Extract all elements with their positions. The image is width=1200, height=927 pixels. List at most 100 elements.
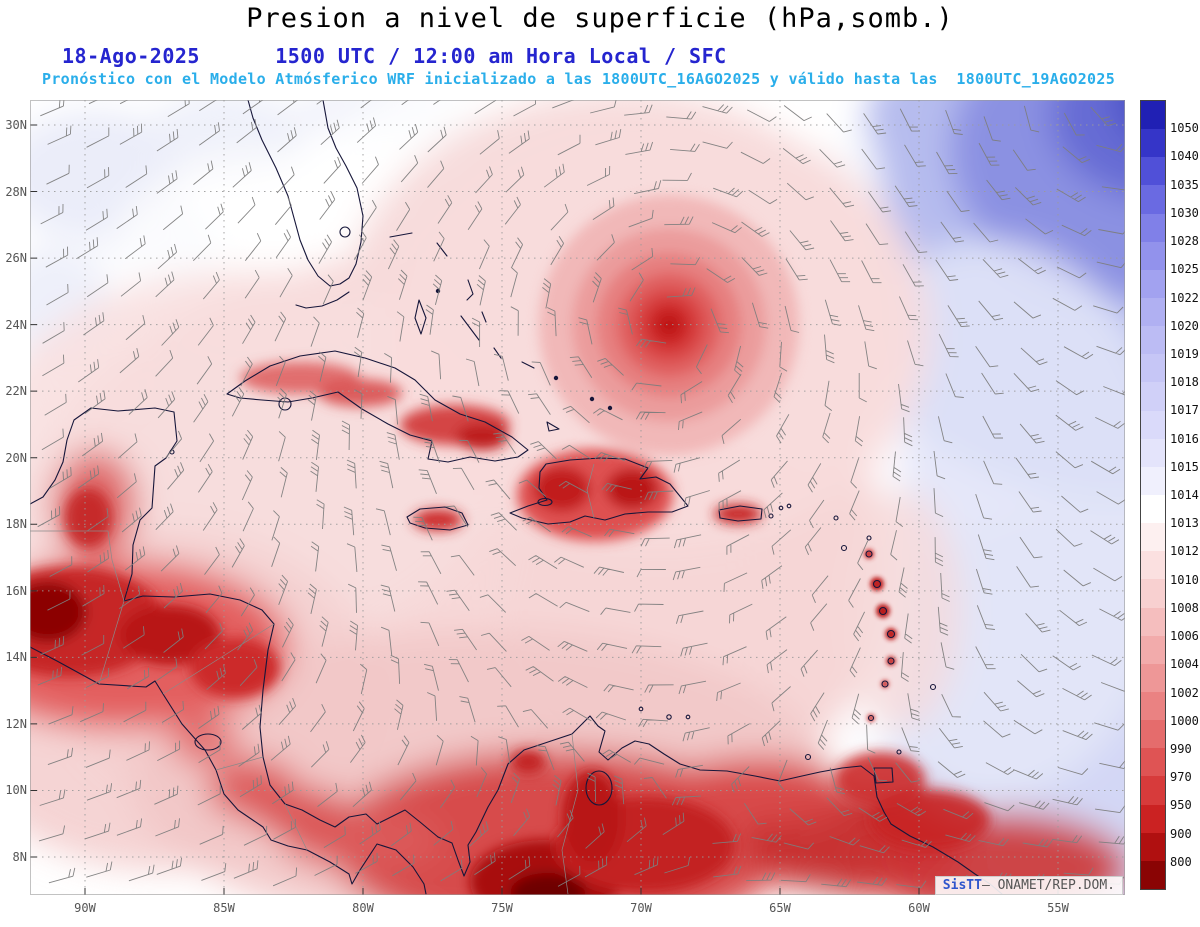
lat-tick-label: 26N	[5, 251, 27, 266]
colorbar-segment	[1141, 185, 1165, 214]
lon-tick-label: 55W	[1047, 901, 1069, 915]
colorbar-segment	[1141, 860, 1165, 889]
colorbar-tick-label: 1050	[1170, 121, 1199, 136]
coast-bahamas	[389, 232, 560, 432]
colorbar-tick-label: 1017	[1170, 403, 1199, 418]
colorbar-tick-label: 1002	[1170, 685, 1199, 700]
lake-maracaibo	[585, 770, 613, 806]
colorbar-tick-label: 1008	[1170, 600, 1199, 615]
coastlines	[30, 100, 1003, 895]
colorbar-segment	[1141, 663, 1165, 692]
colorbar-tick-label: 950	[1170, 798, 1192, 813]
lon-tick-label: 80W	[352, 901, 374, 915]
coast-florida-keys	[295, 291, 350, 309]
lon-tick-label: 75W	[491, 901, 513, 915]
coast-jamaica	[406, 506, 469, 531]
colorbar-segment	[1141, 523, 1165, 552]
colorbar-tick-label: 1018	[1170, 375, 1199, 390]
lat-tick-label: 22N	[5, 384, 27, 399]
colorbar-segment	[1141, 551, 1165, 580]
colorbar-tick-label: 1019	[1170, 346, 1199, 361]
colorbar-segment	[1141, 213, 1165, 242]
colorbar-segment	[1141, 129, 1165, 158]
colorbar-tick-label: 1020	[1170, 318, 1199, 333]
colorbar-segment	[1141, 157, 1165, 186]
coast-florida	[247, 100, 364, 287]
grid-lines	[30, 100, 1125, 895]
lat-tick-label: 30N	[5, 118, 27, 132]
attribution: SisTT— ONAMET/REP.DOM.	[934, 876, 1123, 895]
lat-tick-label: 14N	[5, 650, 27, 665]
lat-tick-label: 10N	[5, 783, 27, 798]
colorbar-tick-label: 1016	[1170, 431, 1199, 446]
lat-tick-label: 12N	[5, 716, 27, 731]
colorbar-tick-label: 1028	[1170, 234, 1199, 249]
colorbar-tick-label: 970	[1170, 770, 1192, 785]
attribution-brand: SisTT	[942, 878, 982, 893]
colorbar-segment	[1141, 410, 1165, 439]
colorbar-tick-label: 800	[1170, 854, 1192, 869]
colorbar-segment	[1141, 691, 1165, 721]
colorbar-tick-label: 1013	[1170, 516, 1199, 531]
lat-tick-label: 28N	[5, 184, 27, 199]
lat-tick-label: 16N	[5, 583, 27, 598]
colorbar-tick-label: 1040	[1170, 149, 1199, 164]
colorbar-segment	[1141, 607, 1165, 636]
colorbar-segment	[1141, 438, 1165, 467]
lat-tick-label: 24N	[5, 317, 27, 332]
colorbar-segment	[1141, 776, 1165, 805]
pressure-shading	[30, 100, 1125, 895]
country-borders	[30, 463, 595, 895]
colorbar-segment	[1141, 326, 1165, 355]
colorbar-tick-label: 1030	[1170, 205, 1199, 220]
coast-hispaniola	[509, 457, 689, 525]
coast-central-america-pacific	[30, 646, 427, 895]
lon-tick-label: 85W	[213, 901, 235, 915]
lake-okeechobee	[339, 226, 351, 238]
ile-gonave	[537, 497, 553, 507]
colorbar-segment	[1141, 720, 1165, 749]
colorbar-tick-label: 900	[1170, 826, 1192, 841]
lon-tick-label: 65W	[769, 901, 791, 915]
colorbar-tick-label: 1015	[1170, 459, 1199, 474]
colorbar-segment	[1141, 748, 1165, 777]
lat-tick-label: 20N	[5, 450, 27, 465]
coast-cuba	[226, 350, 529, 463]
lesser-antilles-islands	[169, 449, 937, 761]
coast-trinidad	[873, 767, 894, 784]
colorbar-tick-label: 1004	[1170, 657, 1199, 672]
lon-tick-label: 60W	[908, 901, 930, 915]
colorbar-tick-label: 1025	[1170, 262, 1199, 277]
colorbar-segment	[1141, 466, 1165, 495]
wind-barbs	[37, 100, 1125, 889]
colorbar-segment	[1141, 241, 1165, 270]
colorbar-tick-label: 1022	[1170, 290, 1199, 305]
colorbar-segment	[1141, 297, 1165, 327]
colorbar-segment	[1141, 804, 1165, 833]
colorbar-tick-label: 1000	[1170, 713, 1199, 728]
lon-tick-label: 70W	[630, 901, 652, 915]
datetime-line: 18-Ago-2025 1500 UTC / 12:00 am Hora Loc…	[62, 44, 727, 68]
lat-tick-label: 8N	[12, 849, 27, 864]
colorbar	[1140, 100, 1166, 890]
colorbar-tick-label: 1010	[1170, 572, 1199, 587]
axis-ticks	[30, 124, 1059, 895]
coast-puerto-rico	[718, 505, 763, 522]
coast-south-america	[437, 715, 1003, 895]
lon-tick-label: 90W	[74, 901, 96, 915]
map-frame	[30, 100, 1125, 895]
attribution-text: — ONAMET/REP.DOM.	[981, 878, 1115, 893]
lake-nicaragua	[194, 733, 222, 751]
colorbar-segment	[1141, 579, 1165, 608]
forecast-line: Pronóstico con el Modelo Atmósferico WRF…	[42, 70, 1116, 88]
lat-tick-label: 18N	[5, 517, 27, 532]
colorbar-tick-label: 1006	[1170, 629, 1199, 644]
colorbar-segment	[1141, 354, 1165, 383]
colorbar-segment	[1141, 269, 1165, 298]
colorbar-segment	[1141, 635, 1165, 664]
coast-central-america-caribbean	[30, 407, 439, 838]
colorbar-tick-label: 1035	[1170, 177, 1199, 192]
colorbar-tick-label: 1014	[1170, 488, 1199, 502]
colorbar-tick-label: 1012	[1170, 544, 1199, 559]
